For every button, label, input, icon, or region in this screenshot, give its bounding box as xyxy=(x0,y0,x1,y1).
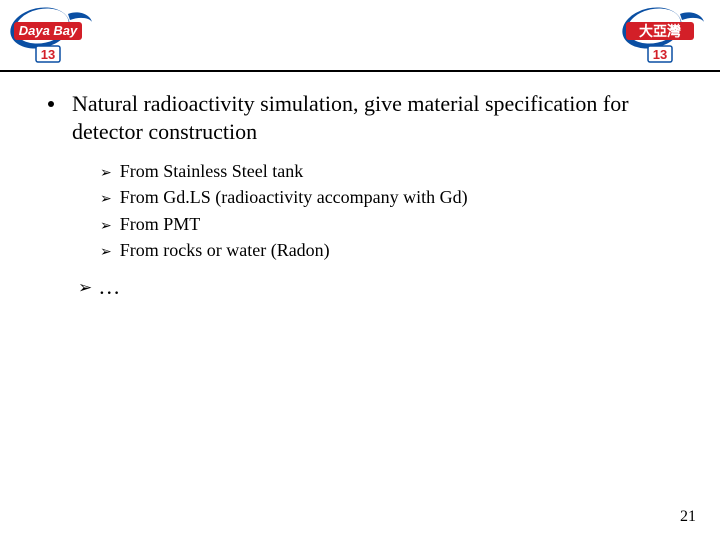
arrow-bullet-icon: ➢ xyxy=(100,216,112,235)
logo-daya-bay-left: Daya Bay 13 xyxy=(6,4,102,66)
logo-left-text: Daya Bay xyxy=(19,23,78,38)
arrow-bullet-icon: ➢ xyxy=(100,163,112,182)
sub-bullet-text: From Stainless Steel tank xyxy=(120,159,304,183)
ellipsis-bullet: ➢ … xyxy=(48,274,720,300)
logo-right-text: 大亞灣 xyxy=(639,23,681,39)
sub-bullet-list: ➢ From Stainless Steel tank ➢ From Gd.LS… xyxy=(48,159,720,262)
main-bullet: Natural radioactivity simulation, give m… xyxy=(48,90,720,145)
sub-bullet-item: ➢ From Gd.LS (radioactivity accompany wi… xyxy=(100,185,720,209)
logo-left-subscript: 13 xyxy=(41,47,55,62)
page-number: 21 xyxy=(680,508,696,526)
sub-bullet-text: From Gd.LS (radioactivity accompany with… xyxy=(120,185,468,209)
arrow-bullet-icon: ➢ xyxy=(78,278,92,298)
sub-bullet-item: ➢ From Stainless Steel tank xyxy=(100,159,720,183)
sub-bullet-item: ➢ From PMT xyxy=(100,212,720,236)
ellipsis-text: … xyxy=(98,274,120,300)
slide-header: Daya Bay 13 大亞灣 13 xyxy=(0,0,720,72)
sub-bullet-text: From PMT xyxy=(120,212,201,236)
arrow-bullet-icon: ➢ xyxy=(100,189,112,208)
sub-bullet-text: From rocks or water (Radon) xyxy=(120,238,330,262)
arrow-bullet-icon: ➢ xyxy=(100,242,112,261)
slide-body: Natural radioactivity simulation, give m… xyxy=(0,72,720,300)
main-bullet-text: Natural radioactivity simulation, give m… xyxy=(72,90,672,145)
bullet-dot-icon xyxy=(48,101,54,107)
sub-bullet-item: ➢ From rocks or water (Radon) xyxy=(100,238,720,262)
logo-daya-bay-right: 大亞灣 13 xyxy=(618,4,714,66)
logo-right-subscript: 13 xyxy=(653,47,667,62)
